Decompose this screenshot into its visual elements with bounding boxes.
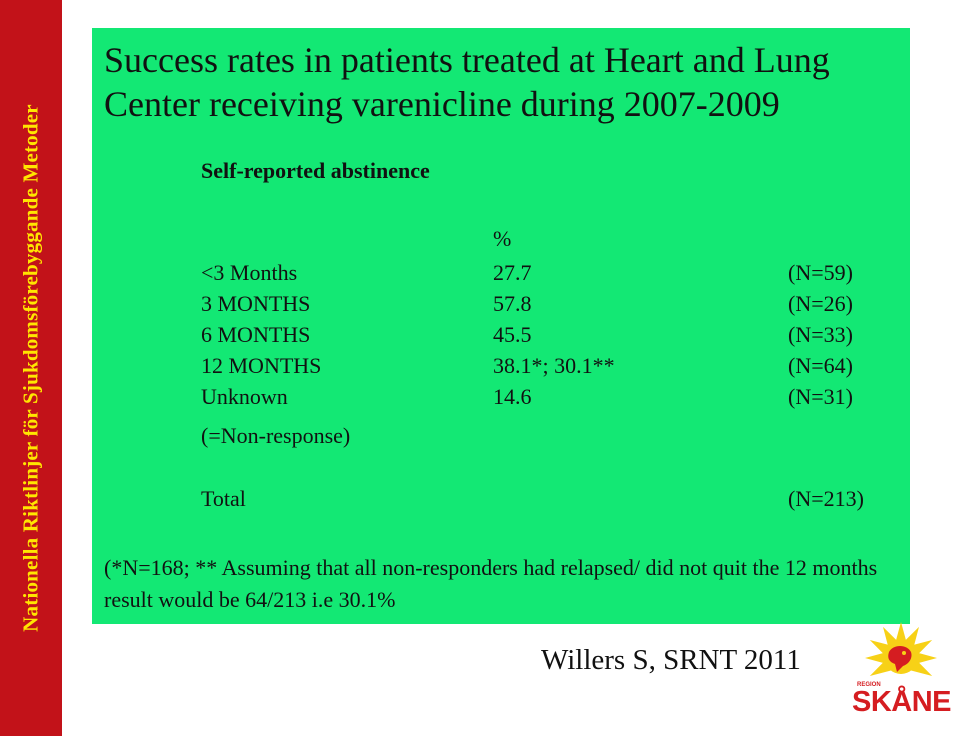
- region-skane-logo-icon: [865, 622, 937, 676]
- table-row-n: (N=64): [788, 353, 853, 378]
- citation: Willers S, SRNT 2011: [541, 644, 801, 676]
- table-row-label: 6 MONTHS: [201, 322, 311, 347]
- table-row-n: (N=26): [788, 291, 853, 316]
- slide-panel: Success rates in patients treated at Hea…: [92, 28, 910, 624]
- logo-region-text: REGION: [857, 682, 881, 688]
- table-row-n: (N=31): [788, 384, 853, 409]
- slide-subtitle: Self-reported abstinence: [201, 158, 430, 183]
- table-row-pct: 27.7: [493, 260, 532, 285]
- sidebar-banner: Nationella Riktlinjer för Sjukdomsföreby…: [0, 0, 62, 736]
- table-row-label: 12 MONTHS: [201, 353, 322, 378]
- footnote: (*N=168; ** Assuming that all non-respon…: [104, 555, 878, 612]
- total-label: Total: [201, 486, 246, 511]
- table-header-pct: %: [493, 226, 512, 251]
- table-row-pct: 45.5: [493, 322, 532, 347]
- slide-title: Success rates in patients treated at Hea…: [104, 40, 830, 124]
- table-row-pct: 14.6: [493, 384, 532, 409]
- table-row-label: Unknown: [201, 384, 288, 409]
- table-row-n: (N=59): [788, 260, 853, 285]
- unknown-note: (=Non-response): [201, 423, 351, 448]
- table-row-pct: 38.1*; 30.1**: [493, 353, 615, 378]
- logo-wordmark: SKÅNE: [852, 686, 952, 718]
- total-n: (N=213): [788, 486, 864, 511]
- table-row-pct: 57.8: [493, 291, 532, 316]
- sidebar-title: Nationella Riktlinjer för Sjukdomsföreby…: [18, 104, 43, 632]
- table-row-label: <3 Months: [201, 260, 298, 285]
- table-row-label: 3 MONTHS: [201, 291, 311, 316]
- table-row-n: (N=33): [788, 322, 853, 347]
